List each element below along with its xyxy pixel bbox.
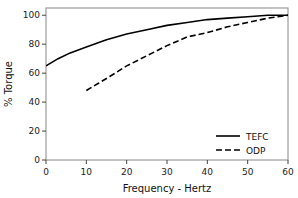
x-tick-label: 20	[121, 167, 133, 177]
y-tick-label: 40	[29, 97, 41, 107]
series-line	[86, 15, 288, 90]
x-tick	[247, 160, 248, 164]
y-tick	[42, 44, 46, 45]
y-tick-label: 100	[23, 10, 40, 20]
x-tick	[288, 160, 289, 164]
chart: 0 10 20 30 40 50 60 0 20 40 60 80 100 Frequency - Her…	[0, 0, 298, 198]
x-tick-label: 40	[202, 167, 214, 177]
y-tick-label: 80	[29, 39, 41, 49]
x-tick-label: 50	[242, 167, 254, 177]
x-tick-label: 30	[161, 167, 173, 177]
x-tick	[167, 160, 168, 164]
x-tick	[126, 160, 127, 164]
y-tick	[42, 131, 46, 132]
legend: TEFC ODP	[216, 132, 269, 156]
plot-frame	[46, 8, 288, 160]
y-tick	[42, 160, 46, 161]
y-tick-label: 0	[34, 155, 40, 165]
y-axis-label: % Torque	[3, 61, 14, 107]
y-tick	[42, 102, 46, 103]
legend-label: TEFC	[245, 132, 269, 142]
x-tick-label: 10	[81, 167, 93, 177]
legend-label: ODP	[246, 146, 266, 156]
y-tick	[42, 73, 46, 74]
legend-swatch	[216, 149, 240, 151]
y-tick-label: 20	[29, 126, 41, 136]
x-tick	[86, 160, 87, 164]
series-group	[46, 15, 288, 90]
x-tick-label: 0	[43, 167, 49, 177]
x-tick-label: 60	[282, 167, 294, 177]
y-tick	[42, 15, 46, 16]
x-tick	[46, 160, 47, 164]
x-axis-label: Frequency - Hertz	[123, 183, 212, 194]
series-line	[46, 15, 288, 66]
x-tick	[207, 160, 208, 164]
y-tick-label: 60	[29, 68, 41, 78]
legend-swatch	[216, 135, 240, 137]
